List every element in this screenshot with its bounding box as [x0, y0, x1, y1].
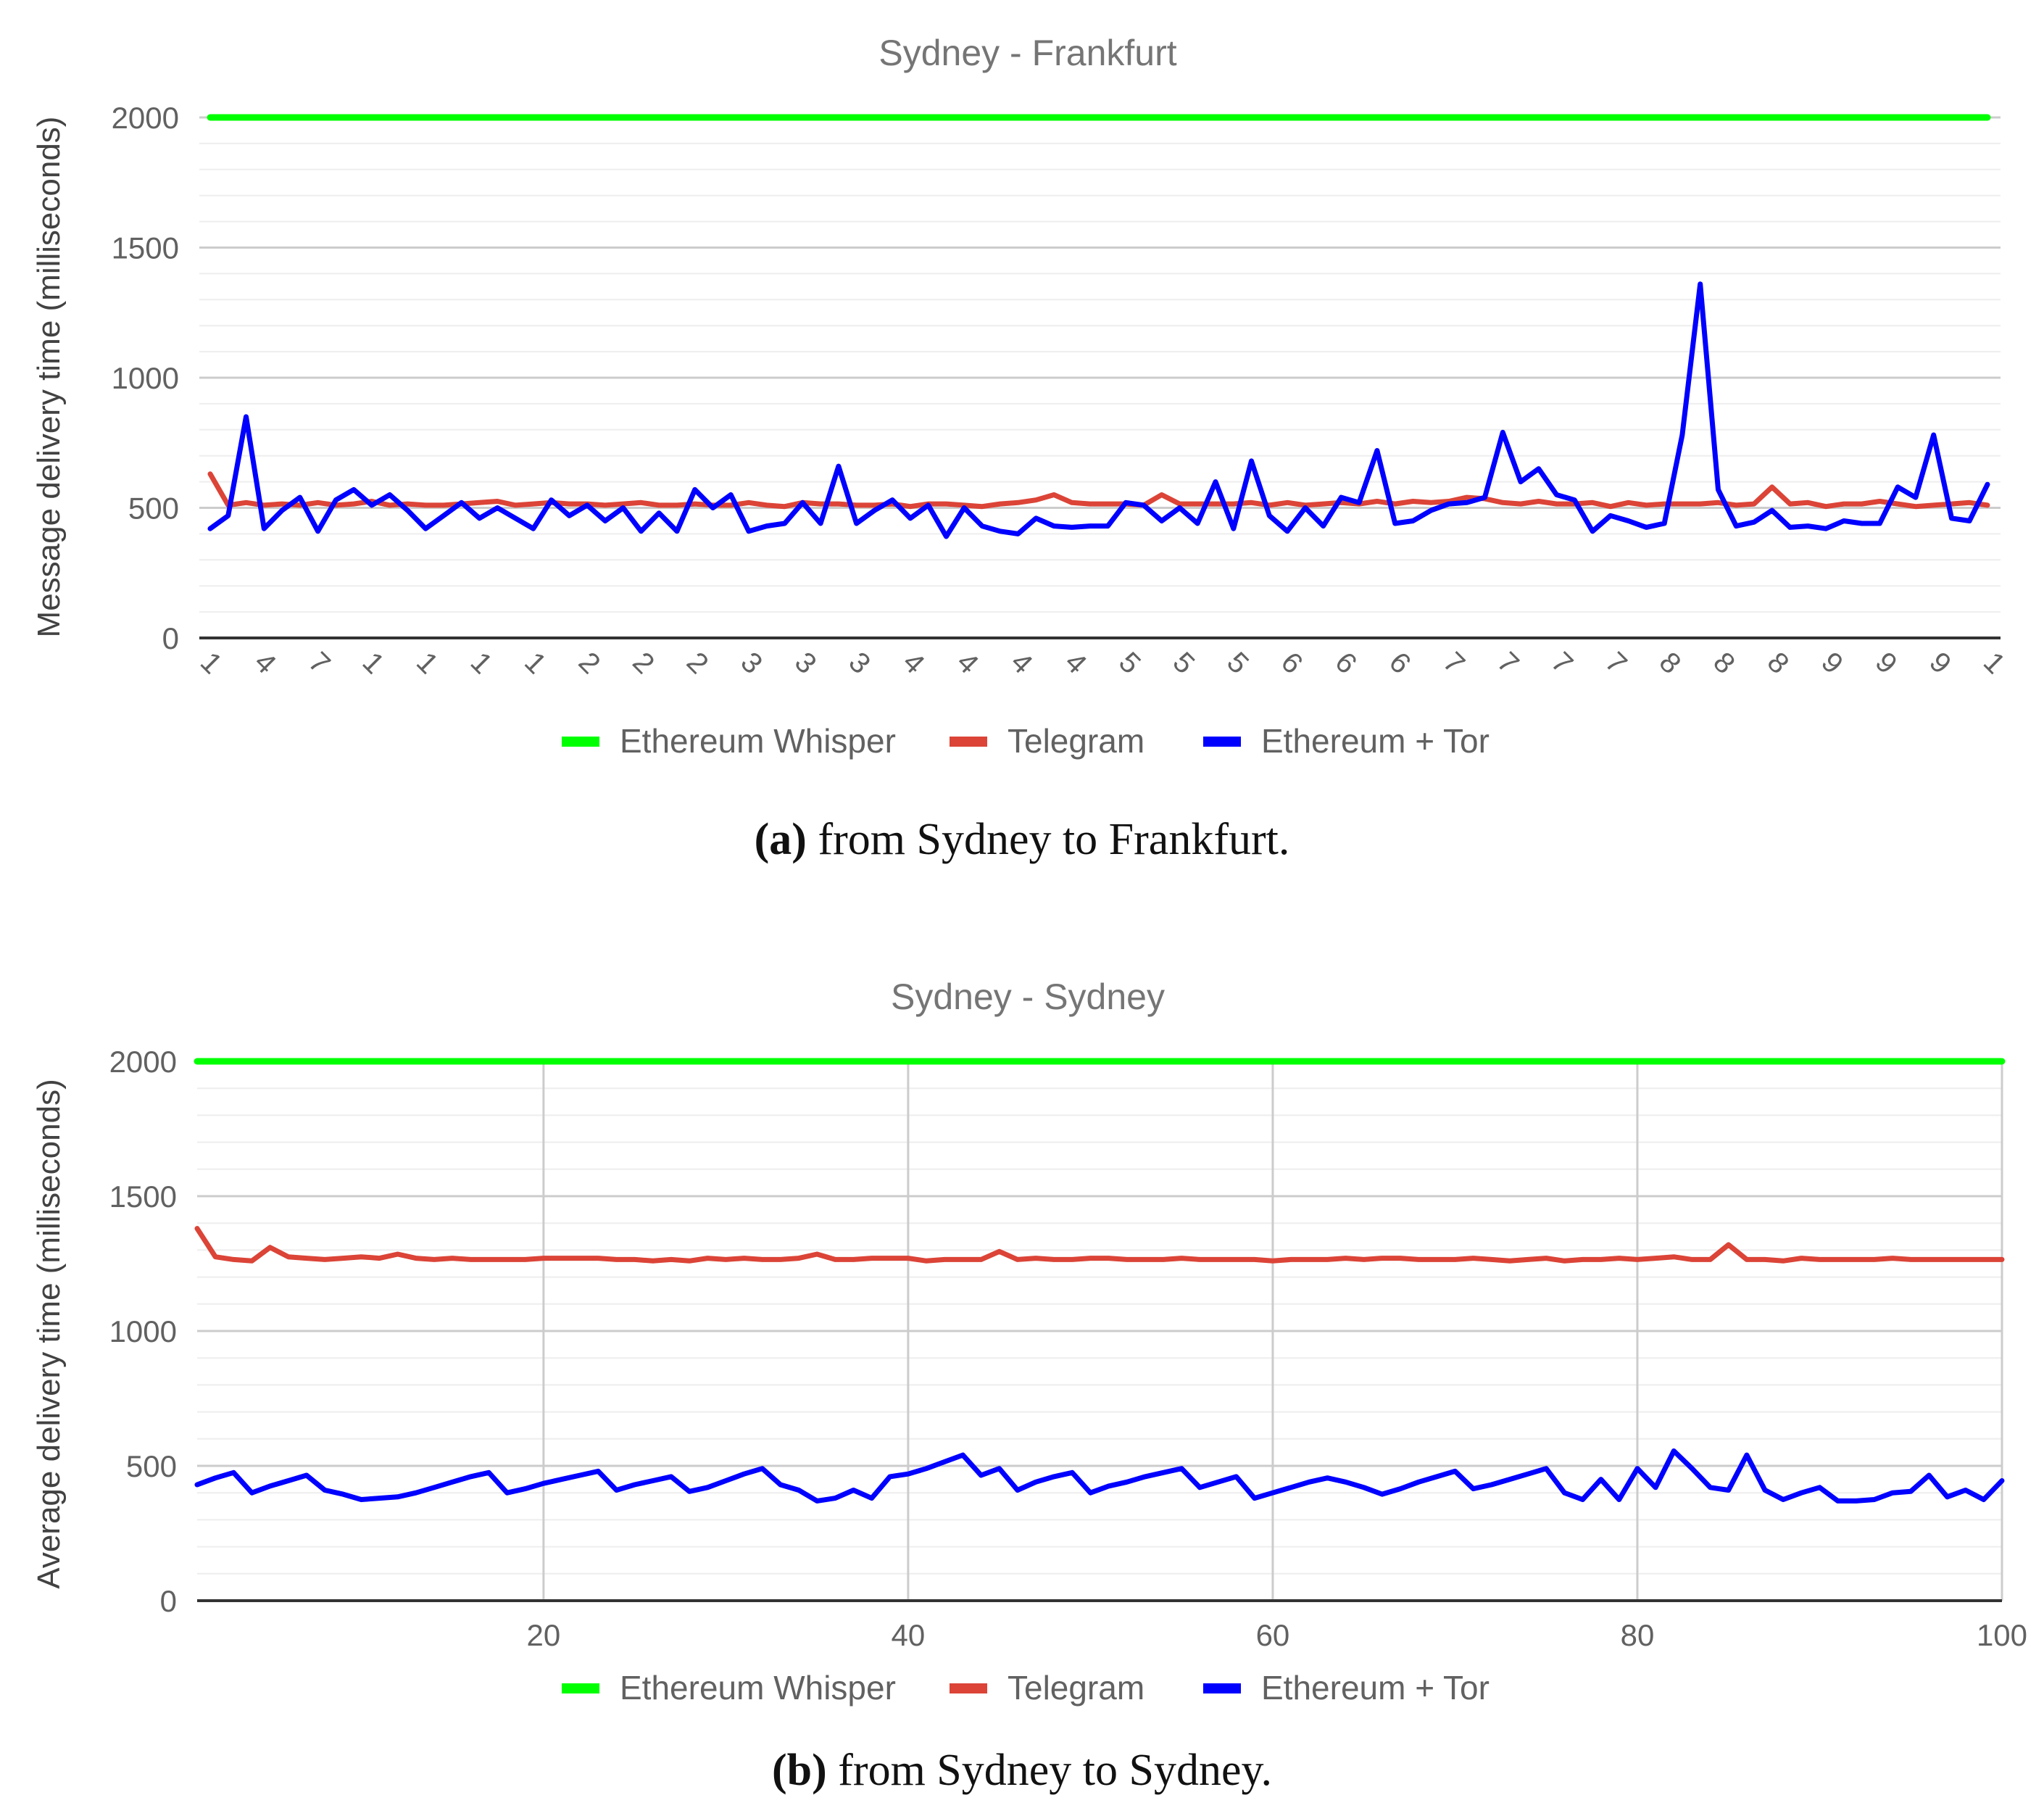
- caption-b: (b) from Sydney to Sydney.: [772, 1746, 1272, 1795]
- x-tick-label: 4: [1005, 646, 1039, 680]
- series-lines: [207, 114, 1991, 539]
- x-tick-label: 3: [842, 646, 876, 680]
- y-tick-labels: 0 500 1000 1500 2000: [109, 1045, 177, 1618]
- series-line-ethereum-tor: [194, 1448, 2005, 1504]
- y-axis-label: Average delivery time (milliseconds): [31, 1079, 67, 1588]
- x-tick-label: 2: [626, 646, 660, 680]
- legend-item-ethereum-tor: Ethereum + Tor: [1203, 722, 1490, 760]
- x-tick-label: 1: [357, 646, 391, 680]
- y-tick-label: 2000: [112, 101, 179, 135]
- legend-swatch-telegram: [950, 1683, 987, 1693]
- x-tick-label: 7: [1545, 646, 1579, 680]
- chart-title: Sydney - Frankfurt: [878, 33, 1176, 73]
- x-tick-label: 2: [681, 646, 715, 680]
- gridlines: [197, 1060, 2003, 1602]
- x-tick-label: 60: [1256, 1618, 1290, 1652]
- series-lines: [194, 1058, 2006, 1504]
- x-tick-label: 40: [892, 1618, 926, 1652]
- x-tick-label: 7: [1599, 646, 1633, 680]
- x-tick-label: 6: [1383, 646, 1417, 680]
- legend-item-ethereum-whisper: Ethereum Whisper: [562, 1669, 896, 1707]
- caption-a: (a) from Sydney to Frankfurt.: [755, 815, 1290, 864]
- y-tick-label: 1500: [112, 231, 179, 265]
- x-tick-label: 8: [1653, 646, 1687, 680]
- x-tick-label: 5: [1113, 646, 1147, 680]
- y-tick-label: 0: [162, 621, 179, 655]
- legend-swatch-tor: [1203, 1683, 1241, 1693]
- x-tick-label: 7: [1491, 646, 1525, 680]
- legend: Ethereum Whisper Telegram Ethereum + Tor: [562, 722, 1490, 760]
- x-tick-label: 7: [1437, 646, 1471, 680]
- legend-item-telegram: Telegram: [950, 722, 1144, 760]
- x-tick-label: 4: [1059, 646, 1093, 680]
- x-tick-label: 3: [734, 646, 768, 680]
- y-axis-label: Message delivery time (milliseconds): [31, 117, 67, 638]
- caption-b-label: (b): [772, 1746, 827, 1795]
- legend-label-telegram: Telegram: [1008, 722, 1144, 760]
- legend-label-telegram: Telegram: [1008, 1669, 1144, 1707]
- x-tick-label: 4: [897, 646, 931, 680]
- series-line-telegram: [194, 1226, 2005, 1264]
- y-tick-label: 2000: [109, 1045, 177, 1079]
- legend-item-ethereum-tor: Ethereum + Tor: [1203, 1669, 1490, 1707]
- x-tick-label: 2: [573, 646, 607, 680]
- legend-item-telegram: Telegram: [950, 1669, 1144, 1707]
- x-tick-label: 9: [1869, 646, 1903, 680]
- x-tick-label: 1: [410, 646, 444, 680]
- caption-a-text: from Sydney to Frankfurt.: [807, 815, 1289, 864]
- x-tick-label: 4: [248, 646, 282, 680]
- x-tick-label: 9: [1923, 646, 1957, 680]
- x-tick-label: 8: [1761, 646, 1795, 680]
- legend-label-tor: Ethereum + Tor: [1261, 1669, 1490, 1707]
- caption-b-text: from Sydney to Sydney.: [827, 1746, 1272, 1795]
- y-tick-label: 500: [128, 492, 179, 526]
- y-tick-labels: 0 500 1000 1500 2000: [112, 101, 179, 655]
- x-tick-label: 5: [1167, 646, 1201, 680]
- x-tick-label: 7: [302, 646, 336, 680]
- legend-swatch-tor: [1203, 737, 1241, 747]
- x-tick-labels: 20 40 60 80 100: [527, 1618, 2028, 1652]
- chart-sydney-frankfurt: Sydney - Frankfurt Message delivery time…: [31, 33, 2011, 760]
- series-line-telegram: [207, 471, 1990, 510]
- legend-swatch-telegram: [950, 737, 987, 747]
- series-line-ethereum-tor: [207, 281, 1990, 539]
- caption-a-label: (a): [755, 815, 807, 864]
- legend-label-whisper: Ethereum Whisper: [620, 722, 896, 760]
- x-tick-label: 20: [527, 1618, 561, 1652]
- x-tick-label: 80: [1621, 1618, 1655, 1652]
- x-tick-label: 9: [1815, 646, 1849, 680]
- x-tick-label: 1: [194, 646, 228, 680]
- y-tick-label: 1000: [112, 361, 179, 395]
- x-tick-label: 1: [465, 646, 499, 680]
- legend-swatch-whisper: [562, 737, 599, 747]
- gridlines: [199, 116, 2001, 639]
- legend-item-ethereum-whisper: Ethereum Whisper: [562, 722, 896, 760]
- x-tick-label: 4: [951, 646, 985, 680]
- legend-label-whisper: Ethereum Whisper: [620, 1669, 896, 1707]
- x-tick-label: 6: [1329, 646, 1363, 680]
- x-tick-label: 8: [1707, 646, 1741, 680]
- legend: Ethereum Whisper Telegram Ethereum + Tor: [562, 1669, 1490, 1707]
- x-tick-label: 1: [518, 646, 552, 680]
- y-tick-label: 1500: [109, 1179, 177, 1214]
- legend-swatch-whisper: [562, 1683, 599, 1693]
- x-tick-label: 6: [1275, 646, 1309, 680]
- y-tick-label: 500: [126, 1449, 177, 1483]
- y-tick-label: 1000: [109, 1314, 177, 1348]
- x-tick-label: 100: [1977, 1618, 2027, 1652]
- legend-label-tor: Ethereum + Tor: [1261, 722, 1490, 760]
- x-tick-label: 1: [1977, 646, 2011, 680]
- chart-title: Sydney - Sydney: [891, 977, 1165, 1017]
- y-tick-label: 0: [160, 1584, 177, 1618]
- x-tick-label: 5: [1221, 646, 1255, 680]
- chart-sydney-sydney: Sydney - Sydney Average delivery time (m…: [31, 977, 2027, 1707]
- x-tick-label: 3: [789, 646, 823, 680]
